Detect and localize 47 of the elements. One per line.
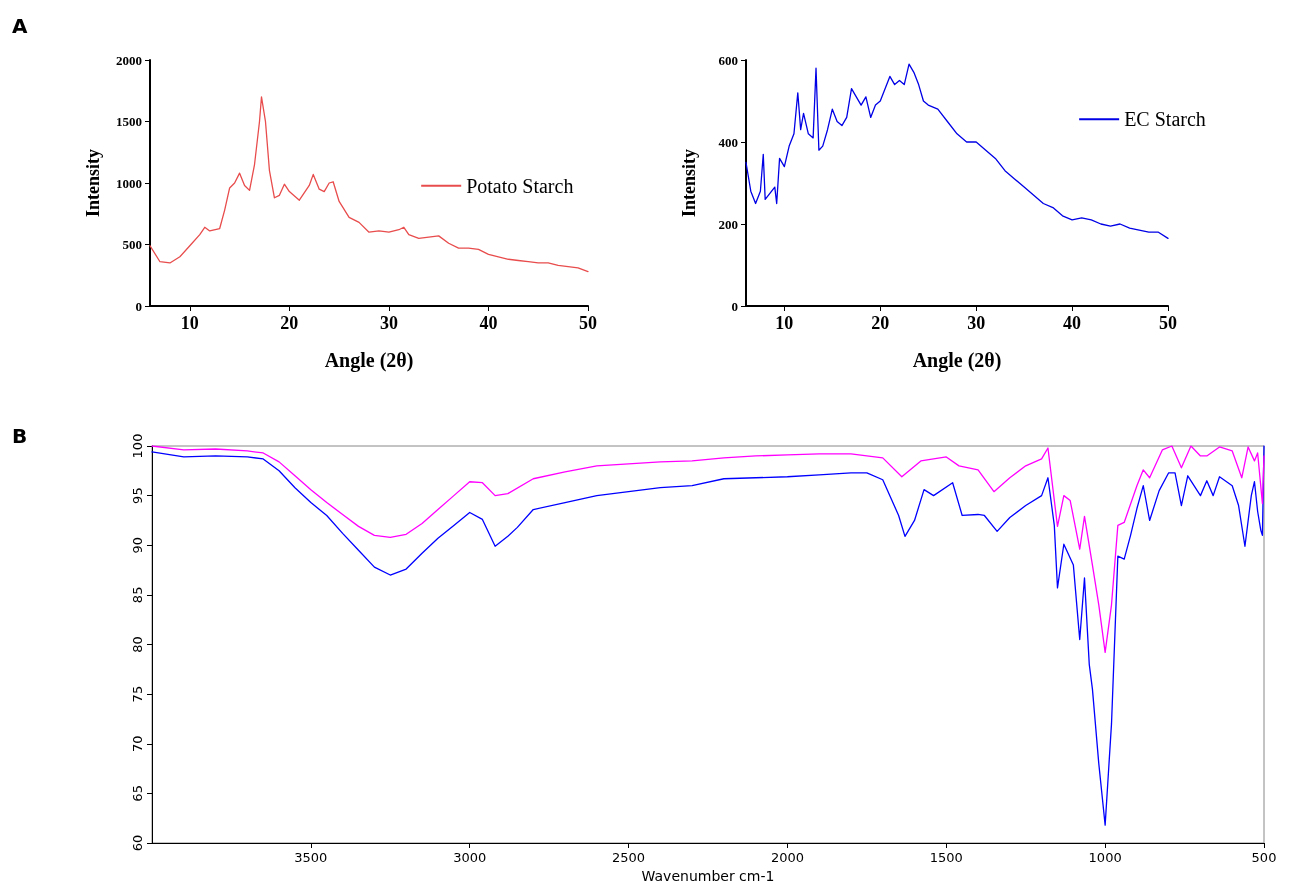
x-tick-label: 1500 (929, 850, 963, 865)
legend-label: EC Starch (1124, 108, 1206, 131)
y-tick-label: 400 (718, 134, 738, 150)
y-tick-label: 1500 (116, 114, 142, 129)
x-tick-label: 2000 (770, 850, 804, 865)
y-tick-label: 1000 (116, 175, 142, 191)
line-series (149, 96, 589, 273)
legend-label: Potato Starch (466, 174, 574, 197)
y-tick-label: 90 (130, 536, 145, 554)
y-axis-title: Intensity (83, 148, 103, 218)
x-tick-label: 1000 (1088, 850, 1122, 865)
y-tick-label: 600 (718, 52, 738, 68)
line-series (151, 445, 1265, 654)
x-tick-label: 20 (280, 313, 299, 333)
y-tick-label: 0 (135, 298, 142, 314)
y-tick-label: 85 (130, 586, 145, 604)
x-tick-label: 50 (1159, 313, 1177, 333)
y-tick-label: 100 (130, 433, 145, 459)
x-tick-label: 50 (579, 313, 597, 333)
x-tick-label: 40 (1063, 313, 1082, 333)
y-tick-label: 200 (718, 216, 738, 232)
y-tick-label: 0 (731, 298, 738, 314)
x-tick-label: 30 (379, 313, 398, 333)
x-tick-label: 20 (871, 313, 890, 333)
y-tick-label: 95 (130, 487, 145, 504)
y-tick-label: 80 (130, 636, 145, 653)
text: B (12, 424, 28, 448)
y-tick-label: 60 (130, 834, 145, 852)
x-tick-label: 2500 (612, 850, 646, 865)
x-tick-label: 10 (180, 313, 199, 333)
text: A (12, 14, 28, 38)
y-tick-label: 500 (122, 237, 142, 252)
x-axis-title: Angle (2θ) (912, 349, 1002, 372)
x-tick-label: 30 (967, 313, 986, 333)
y-axis-title: Intensity (679, 148, 699, 218)
y-tick-label: 75 (130, 685, 145, 703)
line-series (151, 445, 1265, 826)
y-tick-label: 70 (130, 735, 145, 753)
x-tick-label: 10 (775, 313, 794, 333)
y-tick-label: 2000 (116, 52, 142, 68)
x-axis-title: Angle (2θ) (324, 349, 414, 372)
y-tick-label: 65 (130, 785, 145, 802)
x-tick-label: 3000 (453, 850, 487, 865)
x-axis-title: Wavenumber cm-1 (641, 868, 775, 884)
x-tick-label: 500 (1251, 850, 1277, 865)
x-tick-label: 40 (479, 313, 498, 333)
x-tick-label: 3500 (294, 850, 328, 865)
